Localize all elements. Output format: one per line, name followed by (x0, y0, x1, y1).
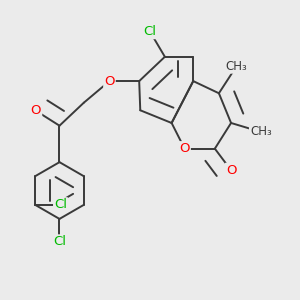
Text: CH₃: CH₃ (250, 125, 272, 138)
Text: O: O (104, 75, 115, 88)
Text: Cl: Cl (143, 25, 157, 38)
Text: O: O (179, 142, 190, 155)
Text: Cl: Cl (54, 198, 67, 211)
Text: CH₃: CH₃ (226, 60, 247, 73)
Text: O: O (31, 104, 41, 117)
Text: Cl: Cl (53, 236, 66, 248)
Text: O: O (226, 164, 236, 177)
